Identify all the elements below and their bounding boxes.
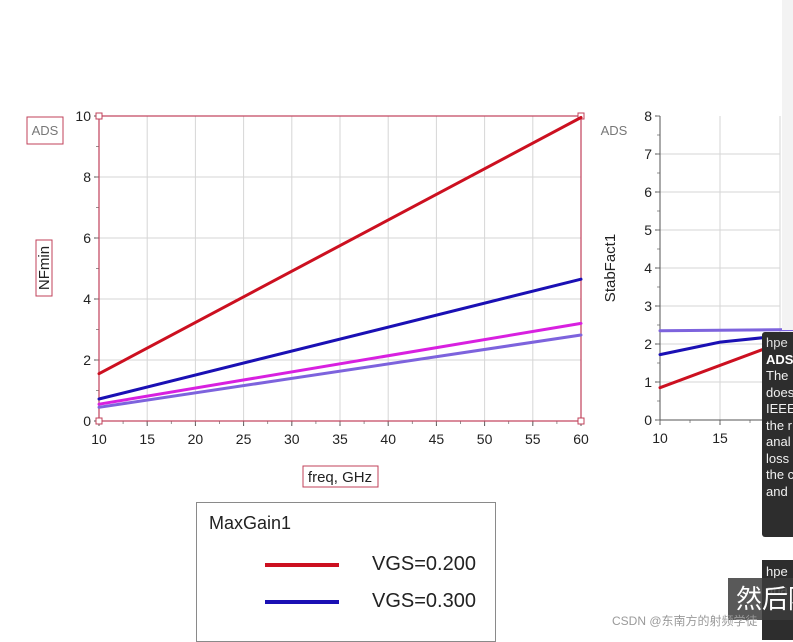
ads-badge-text: ADS — [32, 123, 59, 138]
y-axis-label: NFmin — [36, 246, 53, 290]
ads-badge — [26, 116, 64, 145]
y-axis-label: StabFact1 — [602, 234, 619, 302]
y-tick-label: 1 — [644, 374, 652, 390]
tooltip-line: does — [766, 384, 793, 400]
tooltip-line: anal — [766, 434, 791, 449]
legend-swatch — [265, 600, 339, 604]
tooltip-line: The — [766, 368, 789, 383]
tooltip-title: hpe — [766, 564, 788, 579]
x-tick-label: 10 — [91, 431, 107, 447]
x-tick-label: 25 — [236, 431, 252, 447]
y-tick-label: 8 — [83, 169, 91, 185]
scroll-strip[interactable] — [782, 0, 793, 330]
legend-title: MaxGain1 — [209, 513, 292, 533]
ads-badge-text: ADS — [601, 123, 628, 138]
watermark: CSDN @东南方的射频学徒 — [612, 614, 758, 628]
y-tick-label: 4 — [83, 291, 91, 307]
nfmin-chart: ADS 10 15 20 25 30 35 40 45 50 55 60 0 2 4 6 8 10 NFmin… — [26, 108, 589, 488]
legend-swatch — [265, 563, 339, 567]
series-line — [97, 116, 583, 376]
legend-label: VGS=0.300 — [372, 590, 476, 612]
tooltip-line: IEEE — [766, 401, 793, 416]
y-tick-label: 5 — [644, 222, 652, 238]
series-line — [97, 277, 583, 401]
grid — [655, 115, 781, 425]
y-tick-label: 6 — [83, 230, 91, 246]
series-line — [658, 328, 793, 333]
x-tick-label: 20 — [188, 431, 204, 447]
legend-label: VGS=0.200 — [372, 553, 476, 575]
x-tick-label: 40 — [380, 431, 396, 447]
tooltip-title: hpe — [766, 335, 788, 350]
tooltip-heading: ADS — [766, 351, 793, 367]
x-tick-labels: 10 15 20 25 30 35 40 45 50 55 60 — [91, 431, 589, 447]
tooltip-popup: hpe ADS The does IEEE the r anal loss th… — [762, 332, 793, 537]
x-tick-label: 35 — [332, 431, 348, 447]
legend: MaxGain1 VGS=0.200 VGS=0.300 — [196, 502, 496, 642]
x-tick-label: 55 — [525, 431, 541, 447]
y-tick-label: 8 — [644, 108, 652, 124]
x-tick-label: 15 — [139, 431, 155, 447]
y-tick-label: 4 — [644, 260, 652, 276]
x-axis-label: freq, GHz — [308, 469, 372, 486]
y-tick-labels: 0 2 4 6 8 10 — [75, 108, 91, 429]
x-tick-label: 60 — [573, 431, 589, 447]
tooltip-line: the r — [766, 417, 793, 433]
grid — [94, 115, 582, 426]
series-line — [97, 321, 583, 406]
resize-handle[interactable] — [95, 417, 103, 425]
y-tick-label: 10 — [75, 108, 91, 124]
resize-handle[interactable] — [95, 112, 103, 120]
series-lines — [97, 116, 583, 409]
x-tick-label: 10 — [652, 430, 668, 446]
x-tick-label: 45 — [429, 431, 445, 447]
plot-frame — [98, 115, 582, 422]
tooltip-line: and — [766, 483, 788, 499]
y-tick-labels: 0 1 2 3 4 5 6 7 8 — [644, 108, 652, 428]
series-line — [97, 333, 583, 409]
video-overlay-text: 然后除 — [728, 578, 793, 620]
y-tick-label: 0 — [644, 412, 652, 428]
legend-entry: VGS=0.200 — [197, 551, 497, 581]
x-tick-label: 50 — [477, 431, 493, 447]
resize-handle[interactable] — [577, 417, 585, 425]
tooltip-line: the c — [766, 467, 793, 482]
selection-handles — [95, 112, 585, 425]
y-tick-label: 0 — [83, 413, 91, 429]
x-tick-label: 15 — [712, 430, 728, 446]
ylabel-box — [35, 239, 53, 297]
y-tick-label: 6 — [644, 184, 652, 200]
y-tick-label: 3 — [644, 298, 652, 314]
x-tick-label: 30 — [284, 431, 300, 447]
legend-entry: VGS=0.300 — [197, 588, 497, 618]
y-tick-label: 7 — [644, 146, 652, 162]
xlabel-box — [302, 465, 379, 488]
y-tick-label: 2 — [644, 336, 652, 352]
tooltip-line: loss — [766, 450, 790, 466]
y-tick-label: 2 — [83, 352, 91, 368]
